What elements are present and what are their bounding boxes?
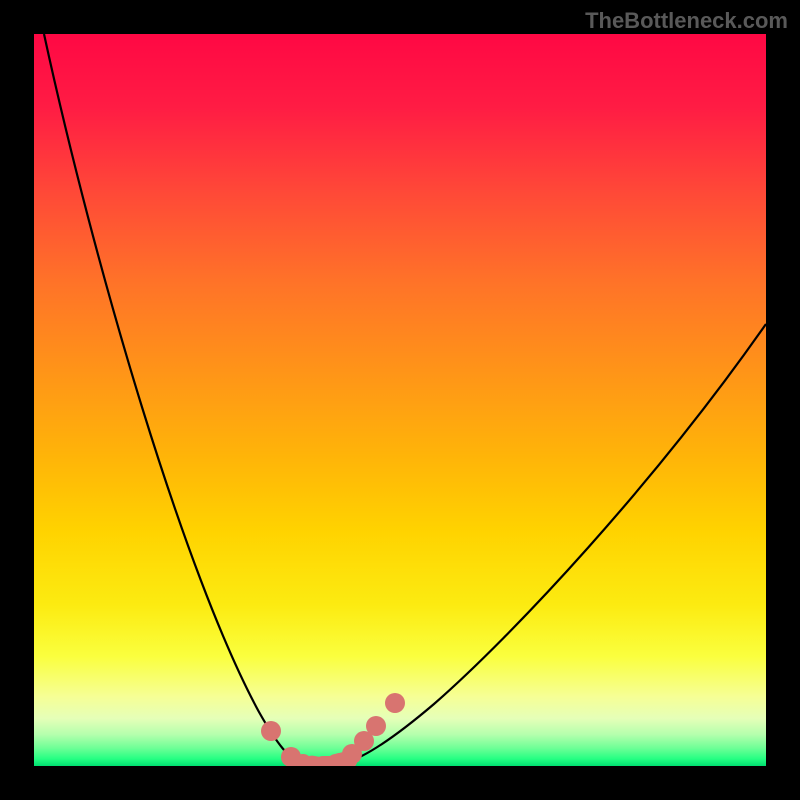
- chart-plot-area: [34, 34, 766, 766]
- curve-left-branch: [44, 34, 302, 764]
- curve-marker-right: [385, 693, 405, 713]
- watermark-text: TheBottleneck.com: [585, 8, 788, 34]
- curve-marker-left: [281, 747, 301, 766]
- bottleneck-v-curve: [34, 34, 766, 766]
- curve-marker-right: [366, 716, 386, 736]
- curve-marker-left: [261, 721, 281, 741]
- curve-right-branch: [344, 324, 766, 763]
